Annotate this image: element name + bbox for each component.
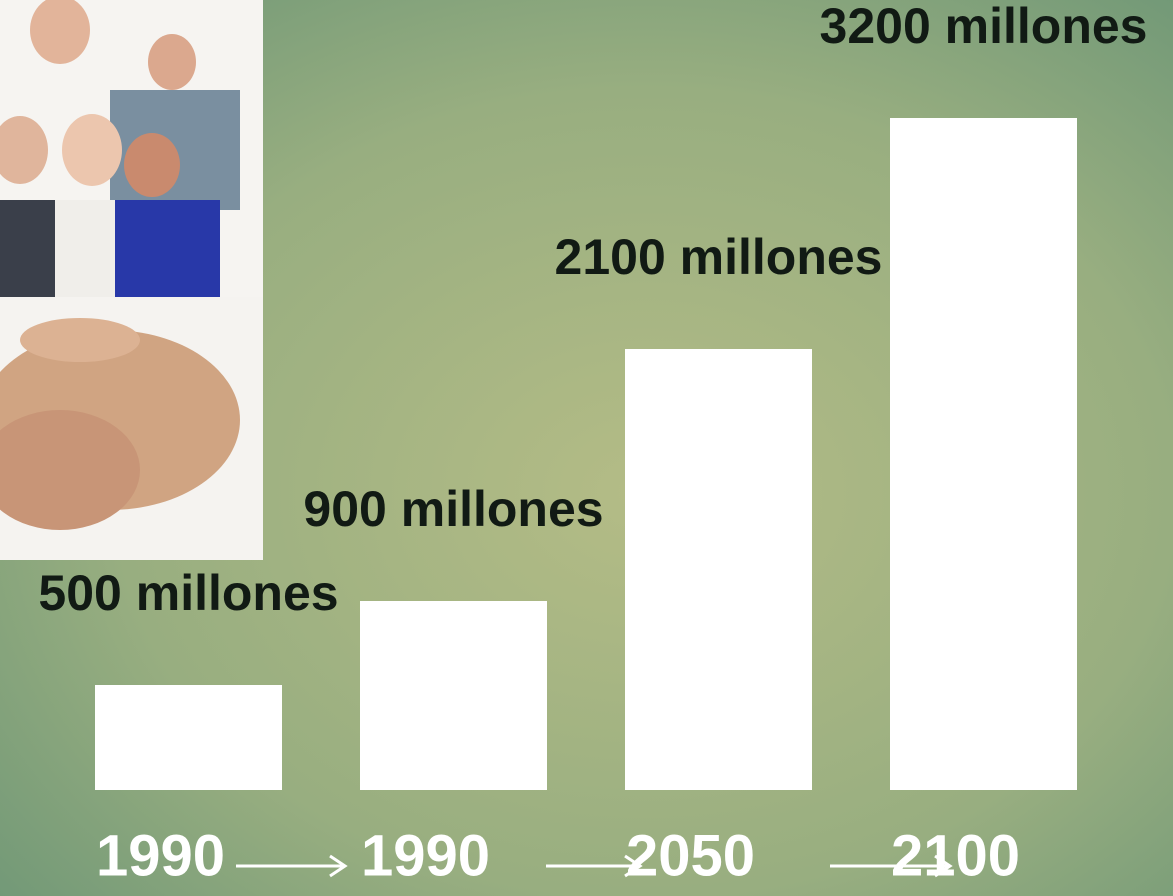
x-tick-label: 2100 <box>891 823 1020 888</box>
x-tick-label: 2050 <box>626 823 755 888</box>
chart: 500 millones 1990 900 millones 1990 2100 mil… <box>0 0 1173 896</box>
photo-people <box>0 0 263 297</box>
value-label: 2100 millones <box>555 229 883 285</box>
x-tick-label: 1990 <box>361 823 490 888</box>
bar <box>95 685 282 790</box>
value-label: 500 millones <box>38 565 338 621</box>
value-label: 3200 millones <box>820 0 1148 54</box>
value-label: 900 millones <box>303 481 603 537</box>
x-tick-label: 1990 <box>96 823 225 888</box>
bar <box>360 601 547 790</box>
bar <box>625 349 812 790</box>
bar <box>890 118 1077 790</box>
photo-hands <box>0 297 263 560</box>
